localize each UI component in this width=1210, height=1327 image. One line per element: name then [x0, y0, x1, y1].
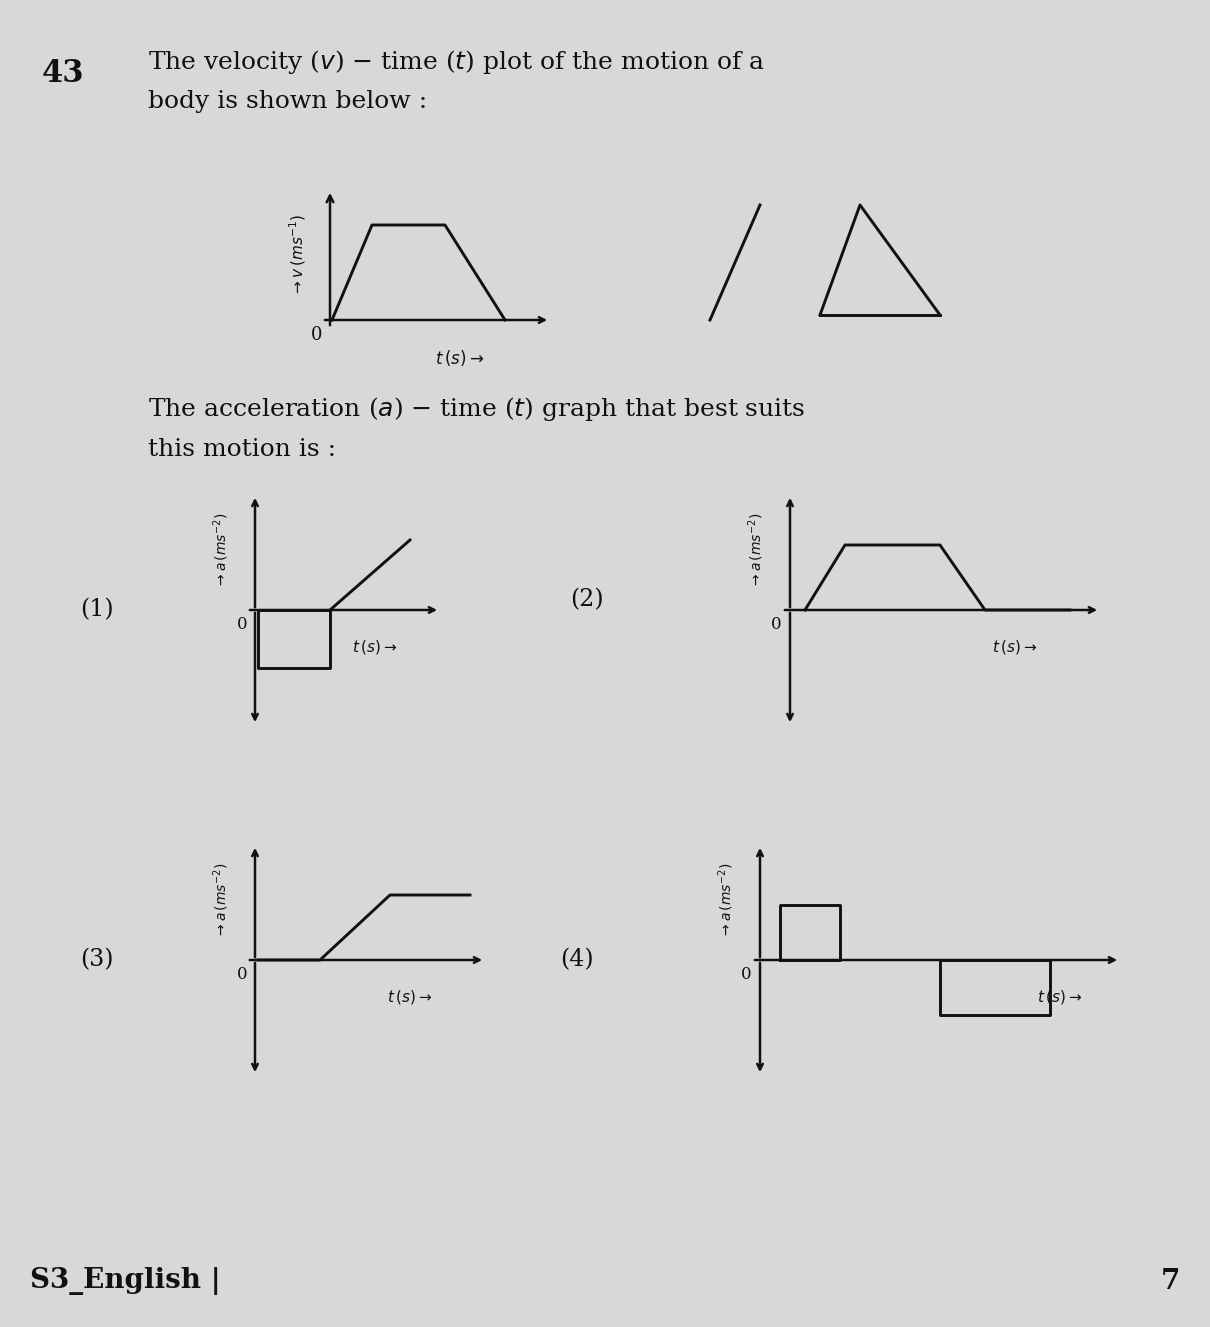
Text: (2): (2): [570, 588, 604, 612]
Text: $\rightarrow v\,(ms^{-1})$: $\rightarrow v\,(ms^{-1})$: [288, 214, 309, 296]
Text: (1): (1): [80, 598, 114, 621]
Text: 0: 0: [311, 326, 322, 344]
Text: S3_English |: S3_English |: [30, 1267, 220, 1295]
Text: $t\,(s)\rightarrow$: $t\,(s)\rightarrow$: [352, 638, 398, 656]
Text: $t\,(s)\rightarrow$: $t\,(s)\rightarrow$: [387, 989, 433, 1006]
Text: (3): (3): [80, 949, 114, 971]
Text: 0: 0: [236, 616, 247, 633]
Text: $t\,(s)\rightarrow$: $t\,(s)\rightarrow$: [436, 348, 485, 368]
Text: 43: 43: [42, 58, 85, 89]
Text: $\rightarrow a\,(ms^{-2})$: $\rightarrow a\,(ms^{-2})$: [747, 512, 766, 588]
Text: 7: 7: [1160, 1269, 1180, 1295]
Text: 0: 0: [236, 966, 247, 983]
Text: 0: 0: [742, 966, 751, 983]
Text: $\rightarrow a\,(ms^{-2})$: $\rightarrow a\,(ms^{-2})$: [212, 863, 231, 938]
Text: The velocity ($v$) $-$ time ($t$) plot of the motion of a: The velocity ($v$) $-$ time ($t$) plot o…: [148, 48, 765, 76]
Text: (4): (4): [560, 949, 594, 971]
Text: The acceleration ($a$) $-$ time ($t$) graph that best suits: The acceleration ($a$) $-$ time ($t$) gr…: [148, 395, 806, 423]
Text: 0: 0: [772, 616, 782, 633]
Text: $\rightarrow a\,(ms^{-2})$: $\rightarrow a\,(ms^{-2})$: [716, 863, 736, 938]
Text: $t\,(s)\rightarrow$: $t\,(s)\rightarrow$: [992, 638, 1038, 656]
Text: this motion is :: this motion is :: [148, 438, 336, 460]
Text: body is shown below :: body is shown below :: [148, 90, 427, 113]
Text: $t\,(s)\rightarrow$: $t\,(s)\rightarrow$: [1037, 989, 1083, 1006]
Text: $\rightarrow a\,(ms^{-2})$: $\rightarrow a\,(ms^{-2})$: [212, 512, 231, 588]
